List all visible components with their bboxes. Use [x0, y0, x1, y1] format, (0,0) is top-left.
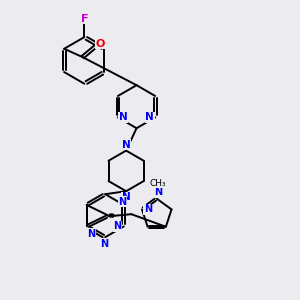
Text: N: N	[144, 204, 152, 214]
Text: F: F	[81, 14, 88, 24]
Text: N: N	[100, 239, 109, 249]
Text: N: N	[87, 229, 95, 239]
Text: N: N	[119, 112, 128, 122]
Text: N: N	[113, 221, 121, 231]
Text: N: N	[146, 112, 154, 122]
Text: O: O	[96, 39, 105, 49]
Text: N: N	[122, 140, 130, 150]
Text: N: N	[154, 187, 162, 197]
Text: N: N	[118, 197, 126, 207]
Text: N: N	[122, 192, 130, 202]
Text: CH₃: CH₃	[150, 178, 166, 188]
